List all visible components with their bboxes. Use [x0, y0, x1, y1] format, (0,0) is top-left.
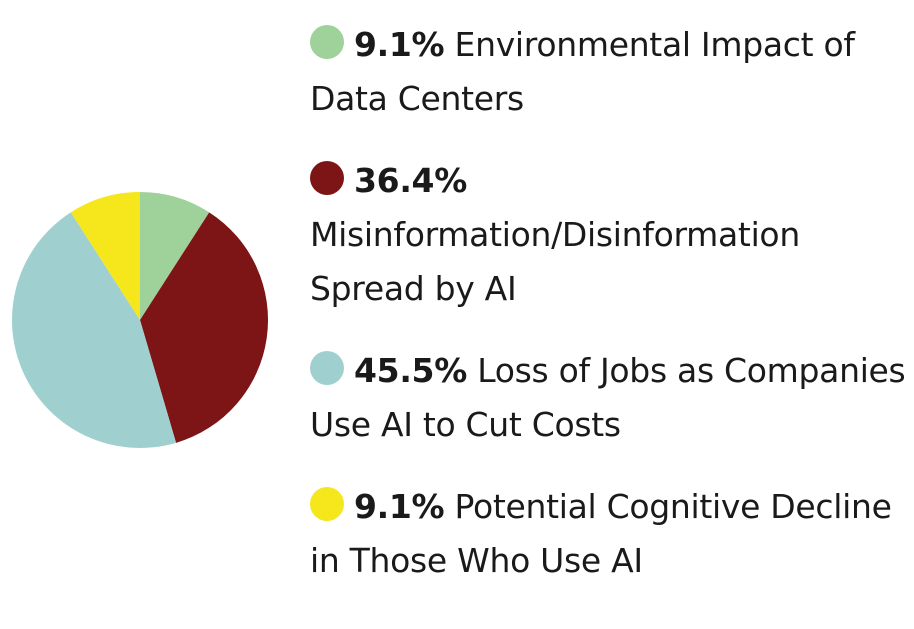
pie-slice-2 [11, 212, 177, 448]
pie-chart [11, 192, 268, 448]
legend-item-environmental-impact: 9.1% Environmental Impact of Data Center… [310, 18, 910, 126]
legend-item-loss-of-jobs: 45.5% Loss of Jobs as Companies Use AI t… [310, 344, 910, 452]
legend: 9.1% Environmental Impact of Data Center… [310, 18, 910, 616]
legend-percent: 45.5% [354, 351, 467, 390]
legend-swatch [310, 25, 344, 59]
legend-label: Loss of Jobs as Companies Use AI to Cut … [310, 351, 906, 444]
legend-label: Potential Cognitive Decline in Those Who… [310, 487, 892, 580]
legend-swatch [310, 487, 344, 521]
legend-label: Environmental Impact of Data Centers [310, 25, 855, 118]
legend-label: Misinformation/Disinformation Spread by … [310, 215, 800, 308]
pie-slice-1 [140, 212, 268, 443]
legend-item-cognitive-decline: 9.1% Potential Cognitive Decline in Thos… [310, 480, 910, 588]
legend-item-misinformation: 36.4% Misinformation/Disinformation Spre… [310, 154, 890, 316]
legend-swatch [310, 161, 344, 195]
legend-swatch [310, 351, 344, 385]
pie-slice-3 [70, 192, 140, 320]
legend-percent: 36.4% [354, 161, 467, 200]
legend-percent: 9.1% [354, 487, 445, 526]
legend-percent: 9.1% [354, 25, 445, 64]
pie-slice-0 [140, 192, 210, 320]
